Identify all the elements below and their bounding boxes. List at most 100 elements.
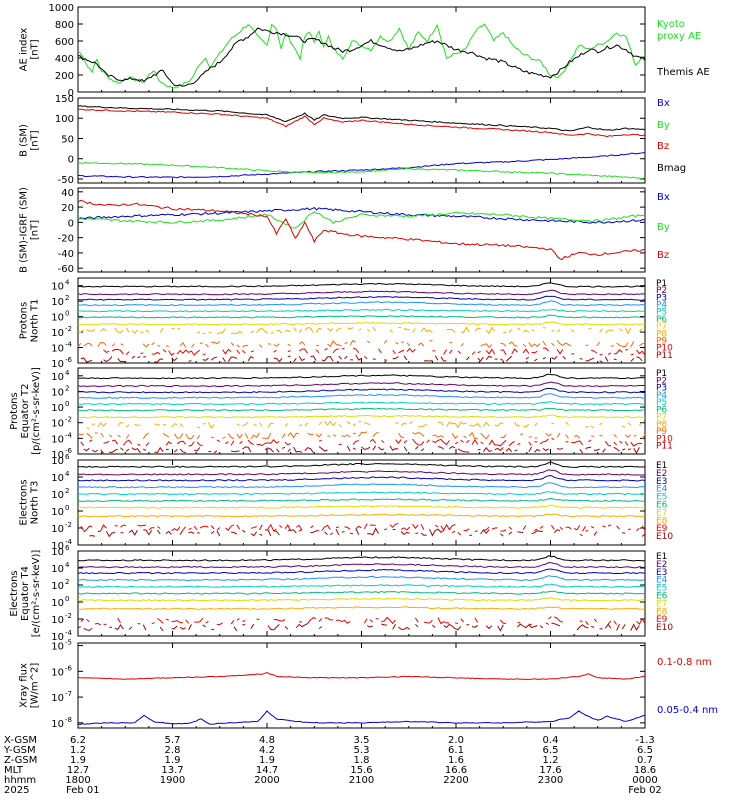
y-axis-label-ee: Equator T4 <box>20 566 31 621</box>
y-tick-label-bsm: 0 <box>68 155 74 166</box>
legend-label-xray-1: 0.05-0.4 nm <box>657 705 718 716</box>
y-axis-label-ee: [e/(cm²-s-sr-keV)] <box>31 550 42 638</box>
legend-label-en-E3: E3 <box>656 477 667 487</box>
y-axis-label-bsm: [nT] <box>30 130 41 150</box>
y-tick-label-bsm: 150 <box>55 94 74 105</box>
legend-label-ee-E2: E2 <box>656 560 667 570</box>
footer-cell: 1.2 <box>543 755 559 766</box>
y-tick-exponent-en: 0 <box>65 504 69 512</box>
legend-label-pe-P3: P3 <box>656 384 667 394</box>
footer-cell: 2.8 <box>165 745 181 756</box>
y-axis-label-pe: Protons <box>9 392 20 429</box>
channel-line-en-E7 <box>77 504 646 509</box>
footer-cell: 6.1 <box>448 745 464 756</box>
y-tick-label-xray: 10 <box>51 667 64 678</box>
y-tick-label-pn: 10 <box>51 344 64 355</box>
channel-line-pe-P1 <box>77 373 646 380</box>
y-tick-label-en: 10 <box>51 507 64 518</box>
footer-cell: 2.0 <box>448 735 464 746</box>
legend-label-pe-P5: P5 <box>656 398 667 408</box>
legend-label-pe-P7: P7 <box>656 413 667 423</box>
y-tick-exponent-pn: 0 <box>65 310 69 318</box>
footer-cell: 1.2 <box>70 745 86 756</box>
legend-label-ae-0: Kyoto <box>657 19 685 30</box>
footer-cell: 0.4 <box>543 735 559 746</box>
footer-cell: 6.5 <box>543 745 559 756</box>
y-tick-exponent-xray: -6 <box>65 664 73 672</box>
channel-line-pe-P8 <box>87 421 646 428</box>
legend-label-en-E4: E4 <box>656 485 668 495</box>
footer-cell: 17.6 <box>539 765 561 776</box>
series-line-xray-0.05-0.4-nm <box>78 710 646 725</box>
footer-row-label: X-GSM <box>4 735 37 746</box>
footer-row-label: hhmm <box>4 775 36 786</box>
footer-row-label: Y-GSM <box>3 745 36 756</box>
y-tick-label-bres: -20 <box>58 234 74 245</box>
footer-cell: 18.6 <box>634 765 656 776</box>
series-line-bres-By <box>77 211 646 229</box>
legend-label-pn-P1: P1 <box>656 279 667 289</box>
channel-line-ee-E9 <box>80 616 646 626</box>
y-tick-label-bsm: 100 <box>55 114 74 125</box>
y-tick-exponent-ee: 6 <box>65 544 70 552</box>
channel-line-pe-P2 <box>77 381 645 388</box>
panel-frame-pe <box>77 367 646 455</box>
footer-cell: Feb 01 <box>66 785 100 796</box>
y-tick-label-ae: 0 <box>68 88 74 99</box>
legend-label-ee-E1: E1 <box>656 552 667 562</box>
legend-label-bsm-2: Bz <box>657 141 669 152</box>
legend-label-pn-P5: P5 <box>656 308 667 318</box>
y-tick-label-pe: 10 <box>51 403 64 414</box>
channel-line-pn-P1 <box>77 282 646 288</box>
y-tick-label-pe: 10 <box>51 419 64 430</box>
legend-label-xray-0: 0.1-0.8 nm <box>657 657 712 668</box>
channel-line-en-E2 <box>77 469 646 476</box>
footer-row-label: Z-GSM <box>4 755 37 766</box>
y-tick-exponent-ee: -4 <box>65 629 73 637</box>
legend-label-ee-E8: E8 <box>656 607 668 617</box>
footer-row-label: MLT <box>4 765 24 776</box>
y-tick-exponent-ee: 4 <box>65 561 70 569</box>
footer-cell: 0000 <box>632 775 657 786</box>
footer-cell: 15.6 <box>350 765 372 776</box>
y-tick-exponent-xray: -8 <box>65 716 72 724</box>
legend-label-en-E8: E8 <box>656 516 668 526</box>
y-tick-exponent-pe: 0 <box>65 400 69 408</box>
footer-cell: 5.3 <box>354 745 370 756</box>
series-line-bsm-By <box>77 162 646 180</box>
channel-line-ee-E8 <box>78 606 646 610</box>
footer-cell: 3.5 <box>354 735 370 746</box>
footer-cell: -1.3 <box>635 735 655 746</box>
y-tick-label-bres: 40 <box>61 188 74 199</box>
legend-label-ae-2: Themis AE <box>656 67 710 78</box>
y-tick-exponent-pn: 2 <box>65 294 69 302</box>
legend-label-en-E2: E2 <box>656 469 667 479</box>
y-tick-label-ee: 10 <box>51 547 64 558</box>
footer-cell: 1800 <box>65 775 90 786</box>
legend-label-en-E9: E9 <box>656 524 668 534</box>
legend-label-pe-P4: P4 <box>656 391 667 401</box>
footer-cell: 4.2 <box>259 745 275 756</box>
series-line-bres-Bx <box>77 207 646 224</box>
y-tick-label-xray: 10 <box>51 642 64 653</box>
y-axis-label-en: North T3 <box>30 481 41 525</box>
legend-label-ae-1: proxy AE <box>657 31 701 42</box>
y-tick-exponent-en: 4 <box>65 470 70 478</box>
y-tick-label-en: 10 <box>51 541 64 552</box>
channel-line-pn-P10 <box>103 347 646 356</box>
panel-frame-pn <box>77 277 646 364</box>
y-axis-label-bres: B (SM)-IGRF (SM) <box>19 187 30 273</box>
y-axis-label-ee: Electrons <box>9 570 20 616</box>
channel-line-pn-P7 <box>77 321 646 326</box>
y-tick-exponent-en: 2 <box>65 487 69 495</box>
y-tick-label-bres: -40 <box>58 249 74 260</box>
legend-label-ee-E4: E4 <box>656 576 668 586</box>
channel-line-ee-E5 <box>77 583 646 588</box>
channel-line-ee-E4 <box>77 575 646 582</box>
series-line-bsm-Bz <box>78 108 646 138</box>
footer-cell: 1.9 <box>259 755 275 766</box>
y-tick-label-ae: 200 <box>55 71 74 82</box>
legend-label-pn-P6: P6 <box>656 315 667 325</box>
y-tick-label-ee: 10 <box>51 581 64 592</box>
legend-label-pn-P4: P4 <box>656 301 667 311</box>
